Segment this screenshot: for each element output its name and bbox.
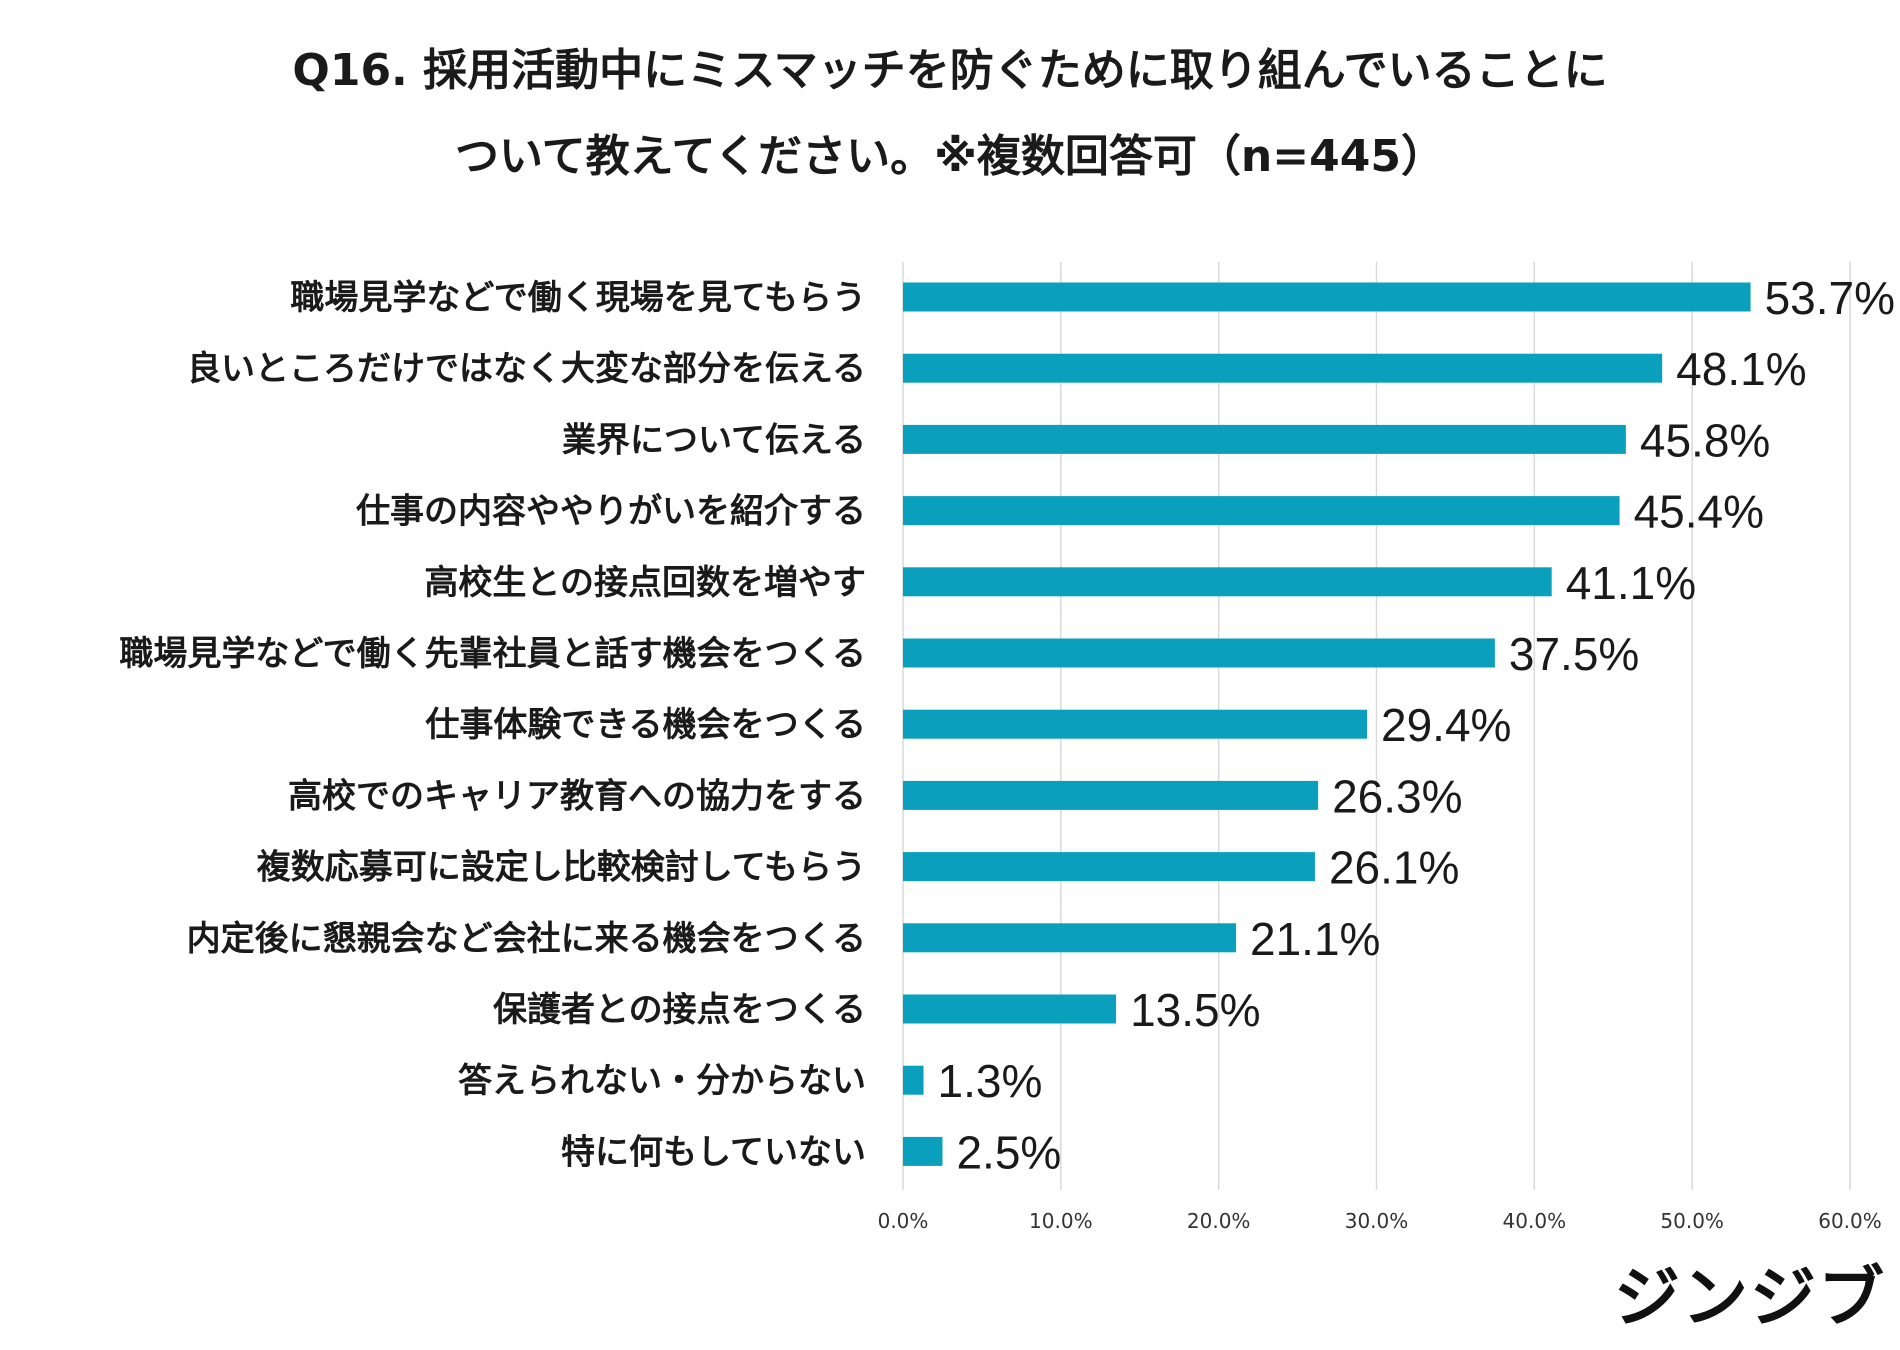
- value-label: 1.3%: [938, 1055, 1043, 1107]
- category-label: 職場見学などで働く先輩社員と話す機会をつくる: [119, 634, 866, 674]
- x-tick-label: 20.0%: [1187, 1209, 1251, 1233]
- category-label: 答えられない・分からない: [458, 1061, 866, 1101]
- bar: [903, 1065, 924, 1095]
- x-tick-label: 50.0%: [1660, 1209, 1724, 1233]
- bar: [903, 496, 1620, 526]
- value-label: 26.1%: [1329, 842, 1459, 894]
- value-label: 45.8%: [1640, 414, 1770, 466]
- bar-chart: 0.0% 10.0% 20.0% 30.0% 40.0% 50.0% 60.0% 職場見学な…: [119, 262, 1895, 1233]
- bar: [903, 424, 1626, 454]
- value-label: 41.1%: [1566, 557, 1696, 609]
- x-axis-ticks: 0.0% 10.0% 20.0% 30.0% 40.0% 50.0% 60.0%: [878, 1209, 1882, 1233]
- value-label: 13.5%: [1130, 984, 1260, 1036]
- value-label: 37.5%: [1509, 628, 1639, 680]
- bar: [903, 353, 1663, 383]
- value-label: 21.1%: [1250, 913, 1380, 965]
- value-label: 48.1%: [1676, 343, 1806, 395]
- category-label: 高校生との接点回数を増やす: [424, 563, 866, 603]
- value-label: 45.4%: [1634, 486, 1764, 538]
- bar: [903, 994, 1117, 1024]
- value-label: 53.7%: [1765, 272, 1895, 324]
- x-tick-label: 0.0%: [878, 1209, 929, 1233]
- chart-title: Q16. 採用活動中にミスマッチを防ぐために取り組んでいることに ついて教えてく…: [0, 28, 1900, 200]
- category-labels: 職場見学などで働く現場を見てもらう良いところだけではなく大変な部分を伝える業界に…: [119, 278, 866, 1172]
- category-label: 複数応募可に設定し比較検討してもらう: [257, 848, 866, 888]
- chart-title-line-1: Q16. 採用活動中にミスマッチを防ぐために取り組んでいることに: [292, 45, 1608, 96]
- value-label: 29.4%: [1381, 699, 1511, 751]
- category-label: 職場見学などで働く現場を見てもらう: [290, 278, 866, 318]
- x-tick-label: 40.0%: [1503, 1209, 1567, 1233]
- chart-title-line-2: ついて教えてください。※複数回答可（n=445）: [455, 131, 1445, 182]
- value-label: 2.5%: [956, 1126, 1061, 1178]
- bar: [903, 852, 1315, 882]
- category-label: 高校でのキャリア教育への協力をする: [288, 776, 866, 816]
- category-label: 良いところだけではなく大変な部分を伝える: [187, 349, 866, 389]
- category-label: 仕事の内容ややりがいを紹介する: [356, 492, 866, 532]
- bar: [903, 567, 1552, 597]
- category-label: 特に何もしていない: [561, 1132, 866, 1172]
- value-labels: 53.7% 48.1% 45.8% 45.4% 41.1% 37.5% 29.4% 26.3%…: [938, 272, 1895, 1178]
- bar: [903, 923, 1237, 953]
- bar: [903, 638, 1495, 668]
- bar: [903, 1136, 943, 1166]
- x-tick-label: 10.0%: [1029, 1209, 1093, 1233]
- bar: [903, 780, 1319, 810]
- category-label: 業界について伝える: [562, 420, 866, 460]
- bars: [903, 282, 1751, 1166]
- brand-logo: ジンジブ: [1614, 1259, 1886, 1336]
- category-label: 保護者との接点をつくる: [493, 990, 866, 1030]
- category-label: 内定後に懇親会など会社に来る機会をつくる: [187, 919, 866, 959]
- x-tick-label: 60.0%: [1818, 1209, 1882, 1233]
- category-label: 仕事体験できる機会をつくる: [425, 705, 866, 745]
- bar: [903, 709, 1368, 739]
- value-label: 26.3%: [1332, 770, 1462, 822]
- bar: [903, 282, 1751, 312]
- x-tick-label: 30.0%: [1345, 1209, 1409, 1233]
